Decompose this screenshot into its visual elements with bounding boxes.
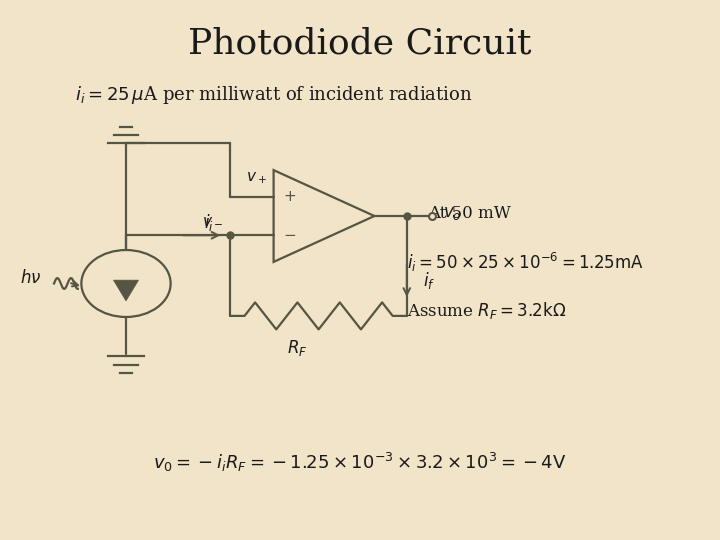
Text: Photodiode Circuit: Photodiode Circuit bbox=[188, 27, 532, 61]
Text: $i_i$: $i_i$ bbox=[204, 212, 214, 233]
Text: −: − bbox=[283, 228, 296, 243]
Text: Assume $R_F = 3.2\mathrm{k}\Omega$: Assume $R_F = 3.2\mathrm{k}\Omega$ bbox=[407, 300, 566, 321]
Text: $v_+$: $v_+$ bbox=[246, 170, 266, 186]
Text: At 50 mW: At 50 mW bbox=[428, 205, 511, 222]
Text: $i_i = 50\times25\times10^{-6} = 1.25\mathrm{mA}$: $i_i = 50\times25\times10^{-6} = 1.25\ma… bbox=[407, 251, 644, 274]
Text: $h\nu$: $h\nu$ bbox=[19, 269, 41, 287]
Text: $i_i = 25\,\mu$A per milliwatt of incident radiation: $i_i = 25\,\mu$A per milliwatt of incide… bbox=[75, 84, 472, 106]
Text: $v_o$: $v_o$ bbox=[443, 205, 462, 222]
Text: +: + bbox=[283, 189, 296, 204]
Text: $i_f$: $i_f$ bbox=[423, 271, 435, 291]
Text: $v_-$: $v_-$ bbox=[202, 213, 223, 227]
Text: $v_0 = -i_iR_F = -1.25\times10^{-3}\times3.2\times10^{3} = -4\mathrm{V}$: $v_0 = -i_iR_F = -1.25\times10^{-3}\time… bbox=[153, 451, 567, 474]
Polygon shape bbox=[114, 280, 138, 301]
Text: $R_F$: $R_F$ bbox=[287, 338, 307, 357]
